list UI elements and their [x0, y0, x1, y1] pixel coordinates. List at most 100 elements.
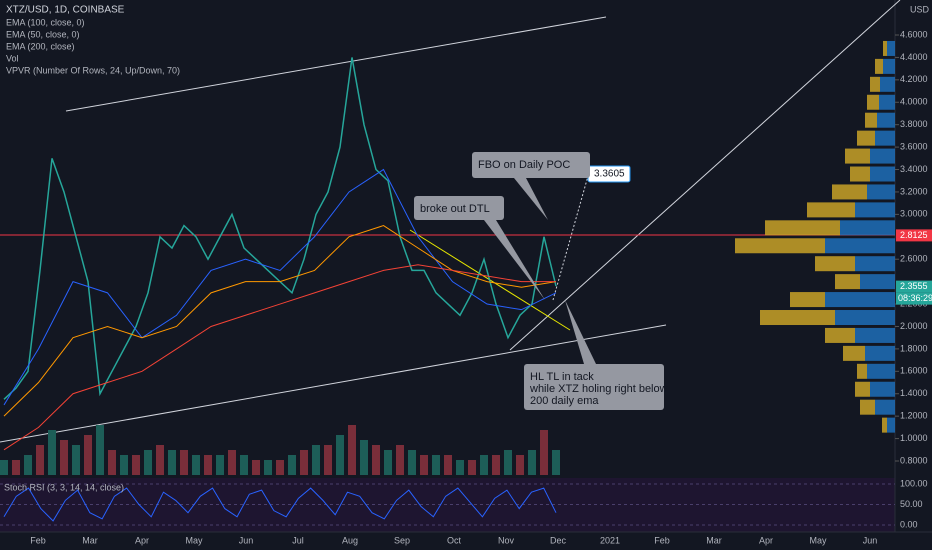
- vp-down: [857, 363, 867, 379]
- target-arrow: [552, 175, 589, 301]
- volume-bar: [504, 450, 512, 475]
- vp-up: [860, 274, 895, 290]
- vp-down: [825, 327, 855, 343]
- callout-text: FBO on Daily POC: [478, 159, 570, 171]
- volume-bar: [432, 455, 440, 475]
- volume-bar: [420, 455, 428, 475]
- volume-bar: [240, 455, 248, 475]
- vp-down: [807, 202, 855, 218]
- price-tag-label: 2.8125: [900, 230, 928, 240]
- vp-up: [870, 381, 895, 397]
- vp-down: [735, 238, 825, 254]
- volume-bar: [0, 460, 8, 475]
- y-tick-label: 1.6000: [900, 366, 928, 376]
- price-tag-label: 2.3555: [900, 281, 928, 291]
- vp-up: [875, 399, 895, 415]
- x-tick-label: 2021: [600, 535, 620, 545]
- indicator: EMA (200, close): [6, 41, 75, 51]
- x-tick-label: Feb: [654, 535, 670, 545]
- callout-pointer: [514, 178, 548, 220]
- callout-pointer: [484, 220, 545, 300]
- volume-bar: [288, 455, 296, 475]
- vp-down: [845, 148, 870, 164]
- vp-down: [882, 417, 887, 433]
- x-tick-label: Dec: [550, 535, 567, 545]
- callout-text: broke out DTL: [420, 203, 490, 215]
- volume-bar: [228, 450, 236, 475]
- y-tick-label: 1.8000: [900, 343, 928, 353]
- vp-up: [840, 220, 895, 236]
- volume-bar: [168, 450, 176, 475]
- callout-text: while XTZ holing right below: [529, 383, 668, 395]
- volume-bar: [156, 445, 164, 475]
- vp-up: [870, 166, 895, 182]
- ema-line: [3, 225, 557, 417]
- callout: [472, 152, 590, 178]
- volume-bar: [204, 455, 212, 475]
- x-tick-label: Oct: [447, 535, 462, 545]
- callout-pointer: [565, 300, 596, 364]
- hl-trendline: [509, 0, 901, 351]
- vp-down: [815, 256, 855, 272]
- y-tick-label: 3.4000: [900, 164, 928, 174]
- volume-bar: [456, 460, 464, 475]
- volume-bar: [528, 450, 536, 475]
- y-tick-label: 0.8000: [900, 455, 928, 465]
- vp-down: [843, 345, 865, 361]
- vp-up: [855, 327, 895, 343]
- vp-up: [855, 256, 895, 272]
- vp-up: [887, 417, 895, 433]
- x-tick-label: Feb: [30, 535, 46, 545]
- volume-bar: [552, 450, 560, 475]
- overlay: XTZ/USD, 1D, COINBASE USD Stoch RSI (3, …: [4, 4, 932, 545]
- vp-down: [875, 58, 883, 74]
- volume-bar: [60, 440, 68, 475]
- callout-text: HL TL in tack: [530, 371, 594, 383]
- volume-bar: [516, 455, 524, 475]
- y-tick-label: 3.2000: [900, 186, 928, 196]
- volume-bar: [84, 435, 92, 475]
- rsi-tick-label: 100.00: [900, 478, 928, 488]
- callout: [524, 364, 664, 410]
- volume-bar: [408, 450, 416, 475]
- y-tick-label: 4.2000: [900, 74, 928, 84]
- vp-up: [855, 202, 895, 218]
- vp-up: [887, 40, 895, 56]
- x-tick-label: Apr: [759, 535, 773, 545]
- volume-bar: [36, 445, 44, 475]
- volume-bar: [444, 455, 452, 475]
- x-tick-label: Aug: [342, 535, 358, 545]
- volume-bar: [348, 425, 356, 475]
- symbol: XTZ/USD, 1D, COINBASE: [6, 5, 125, 16]
- price-tag: [896, 280, 932, 293]
- vp-down: [860, 399, 875, 415]
- vp-up: [877, 112, 895, 128]
- y-tick-label: 3.8000: [900, 119, 928, 129]
- plot: [0, 34, 899, 526]
- x-tick-label: Sep: [394, 535, 410, 545]
- x-tick-label: Jun: [239, 535, 254, 545]
- x-tick-label: Apr: [135, 535, 149, 545]
- vp-up: [825, 292, 895, 308]
- volume-bar: [120, 455, 128, 475]
- y-tick-label: 1.4000: [900, 388, 928, 398]
- volume-bar: [480, 455, 488, 475]
- vp-up: [879, 94, 895, 110]
- countdown-bg: [896, 292, 932, 305]
- volume-bar: [396, 445, 404, 475]
- channel-top: [65, 16, 607, 112]
- channel-bottom: [0, 324, 667, 443]
- volume-bar: [468, 460, 476, 475]
- volume-bar: [72, 445, 80, 475]
- vp-up: [825, 238, 895, 254]
- volume-bar: [216, 455, 224, 475]
- vp-up: [880, 76, 895, 92]
- vp-down: [832, 184, 867, 200]
- currency: USD: [910, 4, 930, 14]
- vp-down: [870, 76, 880, 92]
- volume-bar: [300, 450, 308, 475]
- volume-bar: [264, 460, 272, 475]
- vp-down: [835, 274, 860, 290]
- volume-bar: [372, 445, 380, 475]
